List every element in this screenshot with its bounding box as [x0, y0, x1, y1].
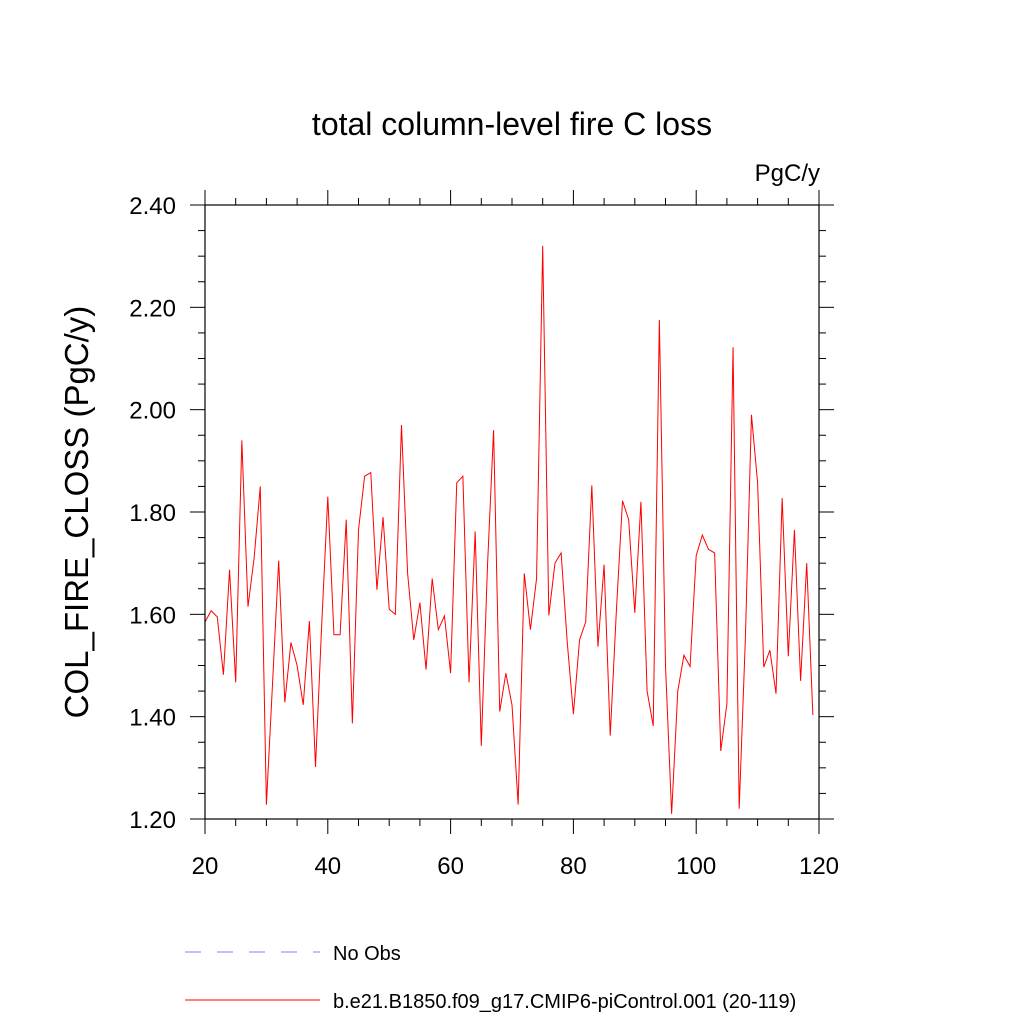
- x-tick-label: 40: [314, 853, 341, 880]
- y-tick-label: 1.20: [129, 807, 176, 834]
- units-label: PgC/y: [755, 160, 820, 187]
- x-tick-label: 20: [192, 853, 219, 880]
- y-tick-label: 1.80: [129, 500, 176, 527]
- data-series: [204, 245, 814, 814]
- y-axis-label: COL_FIRE_CLOSS (PgC/y): [58, 306, 95, 719]
- legend-label-model-run: b.e21.B1850.f09_g17.CMIP6-piControl.001 …: [333, 991, 796, 1013]
- y-tick-label: 1.60: [129, 602, 176, 629]
- axis-ticks: [190, 190, 834, 834]
- y-tick-label: 2.40: [129, 193, 176, 220]
- tick-labels: 20 40 60 80 100 120 1.20 1.40 1.60 1.80 2.00 2.20 2.…: [129, 193, 839, 880]
- y-tick-label: 2.20: [129, 295, 176, 322]
- chart-title: total column-level fire C loss: [312, 106, 712, 142]
- plot-frame: [204, 204, 820, 820]
- series-line-model-run: [204, 245, 814, 814]
- legend-label-no-obs: No Obs: [333, 943, 401, 965]
- y-tick-label: 2.00: [129, 398, 176, 425]
- x-tick-label: 120: [799, 853, 839, 880]
- legend: No Obs b.e21.B1850.f09_g17.CMIP6-piContr…: [185, 943, 796, 1013]
- x-tick-label: 100: [676, 853, 716, 880]
- x-tick-label: 60: [437, 853, 464, 880]
- y-tick-label: 1.40: [129, 705, 176, 732]
- x-tick-label: 80: [560, 853, 587, 880]
